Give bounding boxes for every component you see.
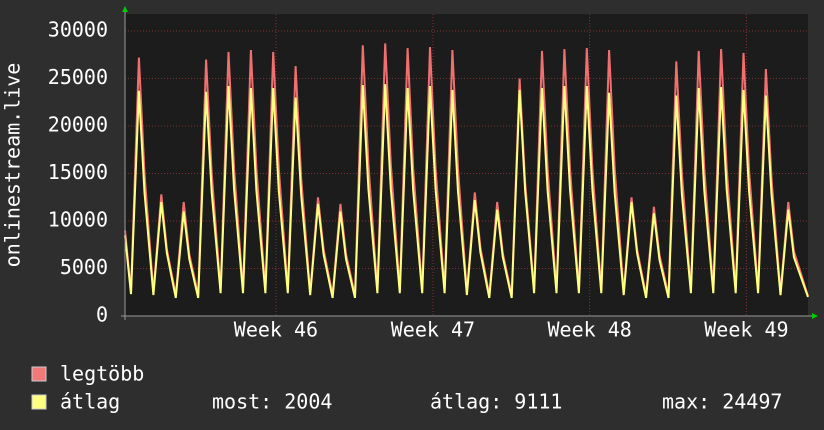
x-tick-label: Week 47 bbox=[391, 318, 475, 342]
x-tick-label: Week 49 bbox=[704, 318, 788, 342]
legend-swatch bbox=[31, 366, 47, 382]
x-tick-label: Week 48 bbox=[548, 318, 632, 342]
stat: max: 24497 bbox=[662, 390, 782, 414]
stat: most: 2004 bbox=[212, 390, 332, 414]
y-tick-label: 20000 bbox=[48, 113, 108, 137]
series-line bbox=[124, 84, 809, 299]
marks bbox=[124, 43, 809, 299]
y-tick-label: 0 bbox=[96, 303, 108, 327]
y-arrow bbox=[122, 6, 128, 12]
y-tick-label: 5000 bbox=[60, 255, 108, 279]
x-tick-label: Week 46 bbox=[234, 318, 318, 342]
x-arrow bbox=[812, 313, 818, 319]
y-tick-label: 25000 bbox=[48, 65, 108, 89]
y-tick-label: 10000 bbox=[48, 208, 108, 232]
grid bbox=[125, 14, 808, 317]
y-axis-label: onlinestream.live bbox=[1, 63, 25, 268]
y-tick-label: 15000 bbox=[48, 160, 108, 184]
y-tick-label: 30000 bbox=[48, 18, 108, 42]
legend-swatch bbox=[31, 394, 47, 410]
legend-label: legtöbb bbox=[60, 362, 144, 386]
legend-label: átlag bbox=[60, 390, 120, 414]
stat: átlag: 9111 bbox=[430, 390, 562, 414]
